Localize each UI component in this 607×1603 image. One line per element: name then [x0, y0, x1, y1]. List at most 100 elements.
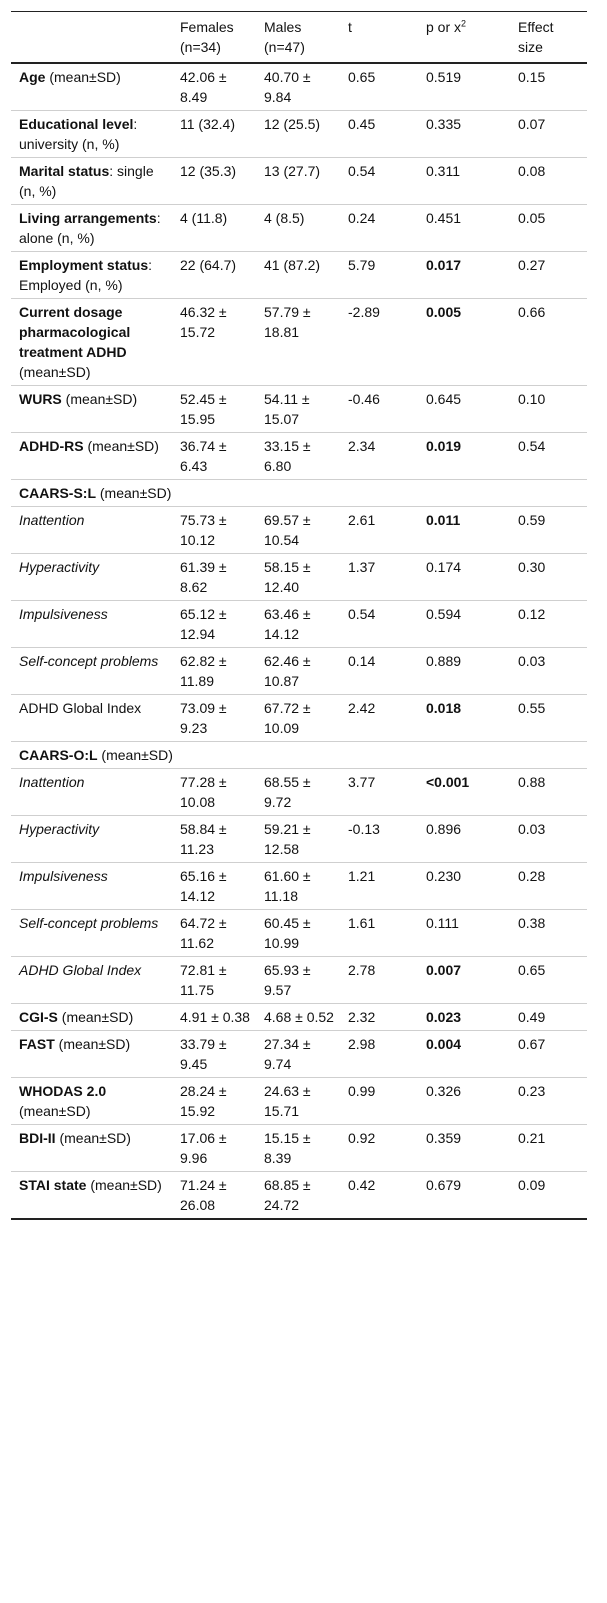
variable-cell: Inattention: [11, 507, 172, 554]
p-value: 0.005: [426, 304, 462, 320]
females-value: 64.72 ± 11.62: [180, 915, 227, 951]
variable-cell: STAI state (mean±SD): [11, 1172, 172, 1220]
variable-label-note: (mean±SD): [19, 1103, 91, 1119]
section-label-cell: CAARS-S:L (mean±SD): [11, 480, 587, 507]
variable-label-note: : alone (n, %): [19, 210, 161, 246]
effect-size-value: 0.03: [518, 653, 546, 669]
t-value: 0.65: [348, 69, 376, 85]
females-value: 4.91 ± 0.38: [180, 1009, 250, 1025]
males-value: 40.70 ± 9.84: [264, 69, 311, 105]
p-value: 0.007: [426, 962, 462, 978]
variable-label-bold: Employment status: [19, 257, 149, 273]
variable-label-italic: Self-concept problems: [19, 653, 159, 669]
males-value: 54.11 ± 15.07: [264, 391, 310, 427]
table-row: Impulsiveness 65.16 ± 14.12 61.60 ± 11.18 1…: [11, 863, 587, 910]
table-container: Females (n=34) Males (n=47) t p or x2 Ef…: [11, 11, 587, 1219]
header-variable: [11, 12, 172, 64]
males-value: 4 (8.5): [264, 210, 305, 226]
t-value: 0.99: [348, 1083, 376, 1099]
effect-size-value: 0.65: [518, 962, 546, 978]
females-value: 4 (11.8): [180, 210, 228, 226]
t-value: 0.92: [348, 1130, 376, 1146]
effect-size-value: 0.03: [518, 821, 546, 837]
p-value: 0.519: [426, 69, 462, 85]
females-value: 73.09 ± 9.23: [180, 700, 227, 736]
males-value: 58.15 ± 12.40: [264, 559, 311, 595]
effect-size-value: 0.12: [518, 606, 546, 622]
variable-label-note: (mean±SD): [61, 391, 138, 407]
p-value: 0.889: [426, 653, 462, 669]
variable-label-note: : university (n, %): [19, 116, 138, 152]
t-value: -2.89: [348, 304, 380, 320]
females-value: 65.12 ± 12.94: [180, 606, 227, 642]
header-t: t: [348, 19, 352, 35]
table-row: Marital status: single (n, %) 12 (35.3) 13…: [11, 158, 587, 205]
p-value: 0.011: [426, 512, 461, 528]
t-value: 2.32: [348, 1009, 376, 1025]
males-value: 59.21 ± 12.58: [264, 821, 311, 857]
t-value: 0.54: [348, 163, 376, 179]
variable-label-bold: Educational level: [19, 116, 134, 132]
t-value: 0.24: [348, 210, 376, 226]
p-value: 0.326: [426, 1083, 462, 1099]
effect-size-value: 0.49: [518, 1009, 546, 1025]
variable-cell: FAST (mean±SD): [11, 1031, 172, 1078]
males-value: 63.46 ± 14.12: [264, 606, 311, 642]
variable-cell: Living arrangements: alone (n, %): [11, 205, 172, 252]
females-value: 12 (35.3): [180, 163, 237, 179]
variable-cell: BDI-II (mean±SD): [11, 1125, 172, 1172]
t-value: 3.77: [348, 774, 376, 790]
variable-label-note: : Employed (n, %): [19, 257, 153, 293]
t-value: 1.37: [348, 559, 376, 575]
variable-label-bold: WHODAS 2.0: [19, 1083, 107, 1099]
t-value: 1.21: [348, 868, 376, 884]
table-row: CGI-S (mean±SD) 4.91 ± 0.38 4.68 ± 0.52 2.3…: [11, 1004, 587, 1031]
table-row: Living arrangements: alone (n, %) 4 (11.8…: [11, 205, 587, 252]
t-value: 0.42: [348, 1177, 376, 1193]
variable-cell: Marital status: single (n, %): [11, 158, 172, 205]
variable-label-bold: Age: [19, 69, 46, 85]
p-value: 0.679: [426, 1177, 462, 1193]
header-females: Females (n=34): [180, 19, 234, 55]
p-value: 0.004: [426, 1036, 462, 1052]
females-value: 65.16 ± 14.12: [180, 868, 227, 904]
table-body: Age (mean±SD) 42.06 ± 8.49 40.70 ± 9.84 0.6…: [11, 63, 587, 1219]
variable-label-note: (mean±SD): [86, 1177, 162, 1193]
section-row: CAARS-S:L (mean±SD): [11, 480, 587, 507]
females-value: 77.28 ± 10.08: [180, 774, 227, 810]
table-row: WHODAS 2.0 (mean±SD) 28.24 ± 15.92 24.63 ±…: [11, 1078, 587, 1125]
section-label-note: (mean±SD): [96, 485, 172, 501]
table-row: ADHD Global Index 73.09 ± 9.23 67.72 ± 10.…: [11, 695, 587, 742]
table-row: ADHD-RS (mean±SD) 36.74 ± 6.43 33.15 ± 6.8…: [11, 433, 587, 480]
p-value: 0.359: [426, 1130, 462, 1146]
variable-label-bold: Living arrangements: [19, 210, 157, 226]
t-value: 2.78: [348, 962, 376, 978]
effect-size-value: 0.59: [518, 512, 546, 528]
variable-label-italic: Inattention: [19, 774, 85, 790]
t-value: 2.42: [348, 700, 376, 716]
p-value: 0.019: [426, 438, 462, 454]
females-value: 33.79 ± 9.45: [180, 1036, 227, 1072]
section-label-note: (mean±SD): [97, 747, 173, 763]
males-value: 65.93 ± 9.57: [264, 962, 311, 998]
table-row: Employment status: Employed (n, %) 22 (64…: [11, 252, 587, 299]
table-row: Educational level: university (n, %) 11 (…: [11, 111, 587, 158]
females-value: 58.84 ± 11.23: [180, 821, 227, 857]
effect-size-value: 0.08: [518, 163, 546, 179]
table-row: WURS (mean±SD) 52.45 ± 15.95 54.11 ± 15.07…: [11, 386, 587, 433]
females-value: 72.81 ± 11.75: [180, 962, 227, 998]
females-value: 36.74 ± 6.43: [180, 438, 227, 474]
variable-label-bold: BDI-II: [19, 1130, 56, 1146]
variable-cell: Employment status: Employed (n, %): [11, 252, 172, 299]
effect-size-value: 0.38: [518, 915, 546, 931]
p-value: 0.017: [426, 257, 462, 273]
females-value: 28.24 ± 15.92: [180, 1083, 227, 1119]
males-value: 24.63 ± 15.71: [264, 1083, 311, 1119]
t-value: 2.61: [348, 512, 376, 528]
variable-label-bold: CGI-S: [19, 1009, 58, 1025]
variable-label-note: (mean±SD): [19, 364, 91, 380]
table-row: Impulsiveness 65.12 ± 12.94 63.46 ± 14.12 0…: [11, 601, 587, 648]
t-value: 0.45: [348, 116, 376, 132]
variable-cell: ADHD Global Index: [11, 695, 172, 742]
males-value: 60.45 ± 10.99: [264, 915, 311, 951]
